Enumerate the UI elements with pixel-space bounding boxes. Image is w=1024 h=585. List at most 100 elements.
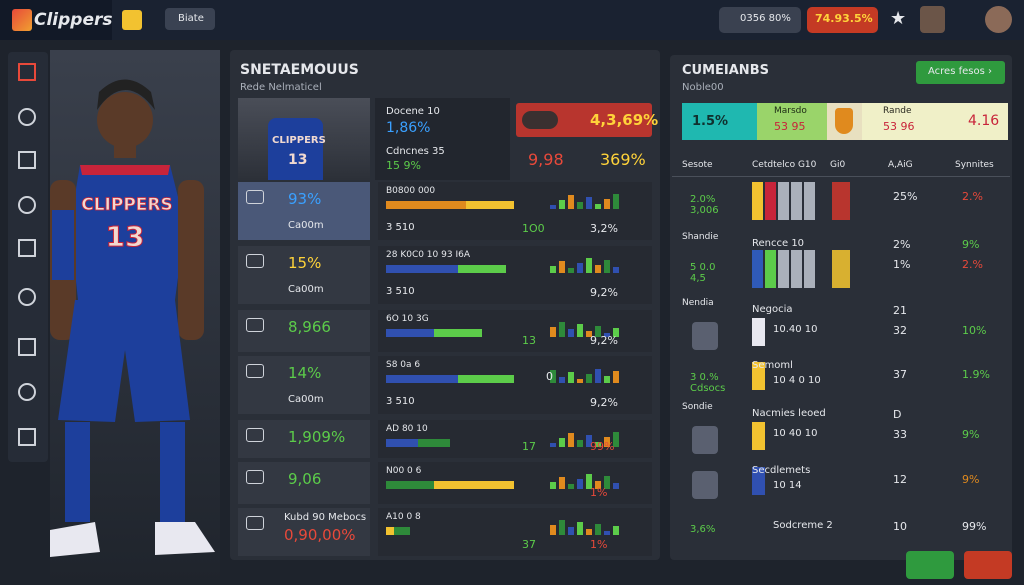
sub-right: 9,2% <box>590 396 618 409</box>
row-name: Semoml <box>752 360 793 371</box>
bar-label: 6O 10 3G <box>386 314 429 324</box>
bar-segment <box>458 265 506 273</box>
mini-bar <box>550 327 556 337</box>
row-badge: 5 0.0 4,5 <box>690 262 716 284</box>
row-chart-bar <box>832 250 850 288</box>
row-value: 12 <box>893 473 907 486</box>
stat-pill <box>719 7 801 33</box>
panel-title: SNETAEMOUUS <box>240 62 359 78</box>
summary-value: 15 9% <box>386 159 421 172</box>
stat-tile[interactable] <box>238 420 370 458</box>
mini-bar <box>559 377 565 383</box>
bar-end: 0 <box>546 370 553 383</box>
bar-label: AD 80 10 <box>386 424 428 434</box>
header-rule <box>672 176 1010 177</box>
tab-pill[interactable] <box>165 8 215 30</box>
sidebar-icon[interactable] <box>18 338 36 356</box>
sidebar-icon[interactable] <box>18 108 36 126</box>
row-chart-bar <box>778 182 789 220</box>
tile-value: 15% <box>288 254 322 272</box>
alert-pill[interactable] <box>807 7 878 33</box>
row-pct: 9% <box>962 473 980 486</box>
sidebar-icon[interactable] <box>18 428 36 446</box>
mini-bar <box>595 442 601 447</box>
bar-label: A10 0 8 <box>386 512 421 522</box>
mini-bar <box>595 524 601 535</box>
avatar[interactable] <box>985 6 1012 33</box>
action-button[interactable] <box>916 61 1005 84</box>
column-header: A,AiG <box>888 160 913 170</box>
mini-bar <box>613 526 619 535</box>
tile-icon <box>246 516 264 530</box>
column-header: Sesote <box>682 160 713 170</box>
sub-mid: 1O0 <box>522 222 545 235</box>
sub-mid: 13 <box>522 334 536 347</box>
menu-button[interactable] <box>122 10 142 30</box>
confirm-button[interactable] <box>906 551 954 579</box>
sidebar-icon[interactable] <box>18 63 36 81</box>
row-pct: 9% <box>962 428 980 441</box>
row-chart-bar <box>765 250 776 288</box>
row-name: 10 40 10 <box>773 428 818 439</box>
tile-value: 14% <box>288 364 322 382</box>
mini-bar <box>595 265 601 273</box>
mini-bar <box>568 372 574 383</box>
sidebar-icon[interactable] <box>18 239 36 257</box>
bar-segment <box>386 375 458 383</box>
mini-bar <box>586 258 592 273</box>
stat-tile[interactable] <box>238 356 370 414</box>
bar-segment <box>386 329 434 337</box>
sidebar-icon[interactable] <box>18 383 36 401</box>
row-badge: 3 0.% Cdsocs <box>690 372 726 394</box>
bar-segment <box>418 439 450 447</box>
tile-label: Ca00m <box>288 394 324 405</box>
mini-bar <box>568 433 574 447</box>
mini-bar <box>577 379 583 383</box>
star-icon[interactable]: ★ <box>890 8 907 29</box>
mini-bar <box>586 197 592 209</box>
jersey-team: CLIPPERS <box>81 195 173 215</box>
mini-bar <box>559 261 565 273</box>
row-value: 2% <box>893 238 911 251</box>
tile-value: 93% <box>288 190 322 208</box>
mini-bar <box>586 331 592 337</box>
mini-bar <box>559 322 565 337</box>
bar-segment <box>386 439 418 447</box>
stat-tile[interactable] <box>238 182 370 240</box>
mini-bar <box>604 260 610 273</box>
row-badge: 3,6% <box>690 524 716 535</box>
summary-end: 4.16 <box>968 113 1000 129</box>
mini-bar <box>559 438 565 447</box>
alert-pill-text: 74.93.5% <box>815 12 873 25</box>
sidebar-icon[interactable] <box>18 288 36 306</box>
sidebar-icon[interactable] <box>18 151 36 169</box>
summary-green <box>757 103 827 140</box>
panel-subtitle: Rede Nelmaticel <box>240 82 322 93</box>
row-label: Shandie <box>682 232 719 242</box>
bar-segment <box>386 481 434 489</box>
sub-right: 3,2% <box>590 222 618 235</box>
mini-bar <box>577 479 583 489</box>
row-chart-bar <box>752 467 765 495</box>
row-chart-bar <box>804 182 815 220</box>
panel-title: CUMEIANBS <box>682 63 769 78</box>
row-value: 37 <box>893 368 907 381</box>
mini-bar <box>604 531 610 535</box>
avatar[interactable] <box>920 6 945 33</box>
sidebar-icon[interactable] <box>18 196 36 214</box>
mini-bar <box>595 369 601 383</box>
tile-icon <box>246 318 264 332</box>
summary-left: 1.5% <box>692 114 729 129</box>
row-pct: 99% <box>962 520 987 533</box>
row-logo <box>692 471 718 499</box>
column-header: Gi0 <box>830 160 846 170</box>
mini-bar <box>604 333 610 337</box>
mini-bar <box>577 263 583 273</box>
tile-icon <box>246 364 264 378</box>
swap-button[interactable] <box>964 551 1012 579</box>
stat-tile[interactable] <box>238 246 370 304</box>
summary-label: Docene 10 <box>386 106 440 117</box>
sub-mid: 17 <box>522 440 536 453</box>
summary-right-value: 53 96 <box>883 120 915 133</box>
